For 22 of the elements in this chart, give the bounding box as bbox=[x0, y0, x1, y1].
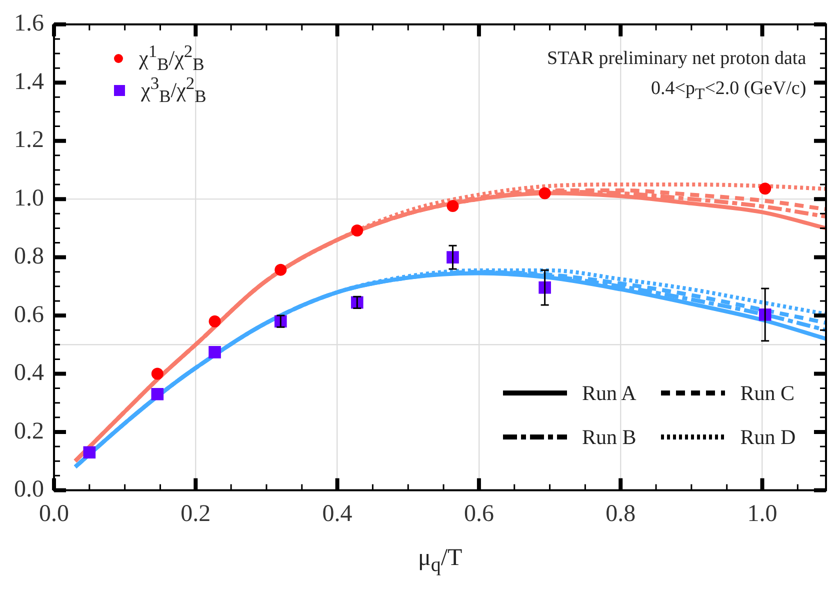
x-tick-label: 0.8 bbox=[606, 500, 636, 527]
annotation: STAR preliminary net proton data bbox=[547, 47, 806, 72]
annotation: Run B bbox=[582, 424, 636, 450]
x-tick-label: 0.6 bbox=[464, 500, 494, 527]
x-axis-title: μ$_{q}$/T bbox=[418, 545, 462, 577]
y-tick-label: 1.6 bbox=[14, 10, 44, 37]
x-tick-label: 0.2 bbox=[180, 500, 211, 527]
y-tick-label: 0.4 bbox=[14, 360, 44, 386]
y-tick-label: 0.8 bbox=[14, 244, 44, 270]
y-tick-label: 1.4 bbox=[14, 68, 44, 95]
y-tick-label: 0.6 bbox=[14, 302, 44, 328]
annotation: Run C bbox=[740, 380, 795, 406]
x-tick-label: 0.0 bbox=[39, 500, 69, 527]
annotation: Run A bbox=[582, 380, 636, 406]
x-tick-label: 0.4 bbox=[322, 500, 352, 527]
x-tick-label: 1.0 bbox=[747, 500, 778, 527]
y-tick-label: 1.0 bbox=[14, 185, 44, 212]
annotation: 0.4<p$_{T}$<2.0 (GeV/c) bbox=[650, 77, 806, 106]
y-tick-label: 0.0 bbox=[14, 476, 44, 502]
y-tick-label: 0.2 bbox=[14, 418, 44, 444]
annotation: Run D bbox=[740, 424, 796, 450]
y-tick-label: 1.2 bbox=[14, 127, 44, 154]
